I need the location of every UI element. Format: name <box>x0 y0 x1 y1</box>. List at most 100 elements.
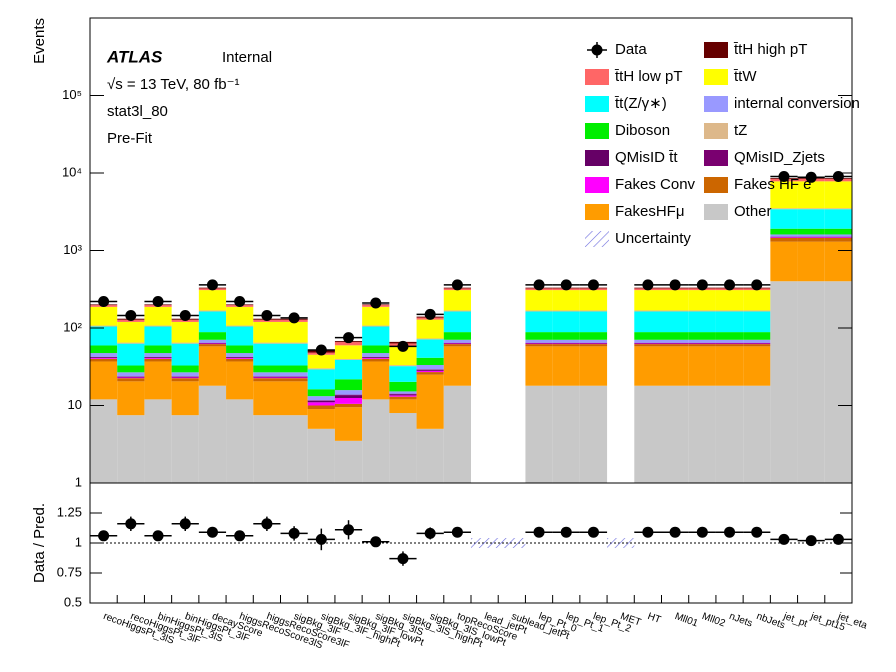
stack-segment <box>443 311 471 333</box>
ratio-point <box>805 535 817 547</box>
stack-segment <box>715 346 744 386</box>
legend-label: QMisID_Zjets <box>734 149 825 166</box>
legend-label: t̄tH low pT <box>614 68 683 85</box>
stack-segment <box>90 358 118 362</box>
stack-segment <box>253 415 281 483</box>
stack-segment <box>552 344 580 347</box>
stack-segment <box>90 399 118 483</box>
stack-segment <box>824 209 852 229</box>
stack-segment <box>90 326 118 346</box>
stack-segment <box>171 378 199 382</box>
stack-segment <box>743 339 771 343</box>
uncertainty-band <box>498 538 526 548</box>
stack-segment <box>389 346 417 366</box>
stack-segment <box>362 358 390 359</box>
stack-segment <box>743 343 771 344</box>
stack-segment <box>416 374 444 429</box>
ratio-point <box>832 533 844 545</box>
legend-swatch <box>585 69 609 85</box>
data-point <box>315 344 327 356</box>
ratio-point <box>642 526 654 538</box>
stack-segment <box>117 321 145 343</box>
stack-segment <box>416 369 444 371</box>
data-point <box>832 171 844 183</box>
legend-swatch <box>704 123 728 139</box>
legend-label: FakesHFμ <box>615 203 685 220</box>
data-point <box>642 279 654 291</box>
x-tick-label: Mll01 <box>673 611 700 630</box>
stack-segment <box>661 343 689 345</box>
stack-segment <box>715 385 744 483</box>
stack-segment <box>389 394 417 396</box>
stack-segment <box>443 310 471 312</box>
stack-segment <box>307 400 335 403</box>
stack-segment <box>770 209 798 229</box>
stack-segment <box>389 391 417 394</box>
data-point <box>424 308 436 320</box>
data-point <box>343 332 355 344</box>
stack-segment <box>362 358 390 362</box>
stack-segment <box>634 310 662 312</box>
stack-segment <box>90 361 118 400</box>
stack-segment <box>198 332 227 340</box>
stack-segment <box>634 346 662 386</box>
stack-segment <box>144 325 172 327</box>
stack-segment <box>770 228 798 235</box>
stack-segment <box>824 241 852 282</box>
stack-segment <box>661 311 689 333</box>
stack-segment <box>715 332 744 340</box>
stack-segment <box>117 378 145 382</box>
stack-segment <box>824 237 852 238</box>
data-point <box>152 295 164 307</box>
stack-segment <box>334 397 363 404</box>
stack-segment <box>226 399 254 483</box>
y-tick-label: 10³ <box>63 242 82 257</box>
legend-swatch <box>585 123 609 139</box>
stack-segment <box>416 339 444 358</box>
stack-segment <box>171 381 199 416</box>
ratio-point <box>261 518 273 530</box>
stack-segment <box>552 332 580 340</box>
ratio-point <box>696 526 708 538</box>
stack-segment <box>144 358 172 362</box>
stack-segment <box>226 306 254 326</box>
stack-segment <box>443 290 471 311</box>
data-point <box>778 171 790 183</box>
uncertainty-band <box>607 538 635 548</box>
stack-segment <box>552 343 580 345</box>
ratio-point <box>424 527 436 539</box>
ratio-point <box>533 526 545 538</box>
stack-segment <box>770 281 798 483</box>
stack-segment <box>117 365 145 373</box>
stack-segment <box>198 344 227 347</box>
stack-segment <box>688 290 716 311</box>
stack-segment <box>280 376 308 378</box>
stack-segment <box>770 208 798 210</box>
stack-segment <box>661 385 689 483</box>
stack-segment <box>334 342 363 346</box>
legend-swatch <box>704 204 728 220</box>
stack-segment <box>443 344 471 347</box>
ratio-point <box>451 526 463 538</box>
stack-segment <box>743 385 771 483</box>
stack-segment <box>824 181 852 209</box>
stack-segment <box>389 396 417 400</box>
stack-segment <box>416 365 444 370</box>
stack-segment <box>579 344 608 347</box>
data-point <box>125 309 137 321</box>
stack-segment <box>253 342 281 344</box>
stack-segment <box>416 372 444 375</box>
stack-segment <box>117 376 145 378</box>
stack-segment <box>117 415 145 483</box>
stack-segment <box>797 241 825 282</box>
x-tick-label: jet_pt <box>781 611 809 630</box>
legend-label: internal conversion <box>734 95 860 112</box>
stack-segment <box>389 413 417 483</box>
stack-segment <box>416 428 444 483</box>
stack-segment <box>661 310 689 312</box>
stack-segment <box>307 409 335 429</box>
stack-segment <box>797 237 825 238</box>
stack-segment <box>280 372 308 377</box>
stack-segment <box>253 372 281 377</box>
stack-segment <box>144 306 172 326</box>
